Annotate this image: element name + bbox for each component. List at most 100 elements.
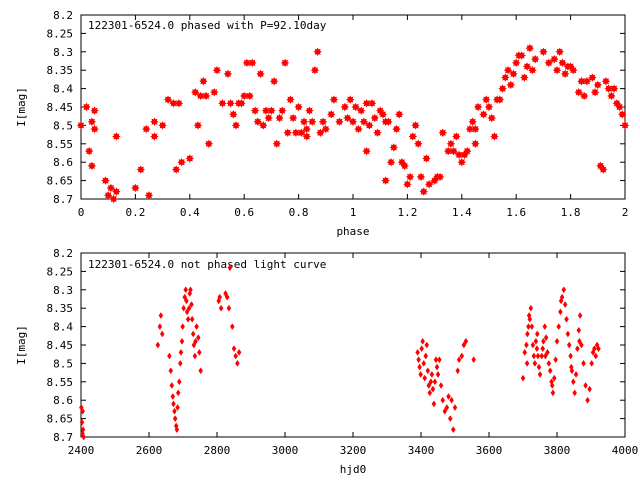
- data-point: [558, 297, 564, 305]
- data-point: [438, 382, 444, 389]
- data-point: [408, 132, 418, 141]
- data-point: [179, 337, 185, 345]
- x-tick-label: 1.2: [397, 206, 417, 219]
- data-point: [490, 132, 499, 141]
- data-point: [217, 293, 223, 301]
- data-point: [550, 54, 559, 64]
- data-point: [233, 352, 239, 360]
- data-point: [416, 172, 426, 182]
- data-point: [527, 315, 533, 323]
- x-tick-label: 3200: [340, 444, 367, 457]
- data-point: [144, 191, 154, 200]
- data-point: [615, 102, 624, 112]
- x-tick-label: 4000: [612, 444, 639, 457]
- data-point: [539, 352, 545, 360]
- data-point: [484, 102, 494, 112]
- data-point: [196, 91, 205, 101]
- data-point: [437, 356, 442, 364]
- data-point: [526, 323, 531, 331]
- data-point: [218, 304, 224, 312]
- data-point: [454, 150, 464, 160]
- data-point: [248, 58, 257, 68]
- x-tick-label: 2400: [68, 444, 95, 457]
- data-point: [231, 345, 237, 353]
- data-point: [609, 84, 619, 93]
- data-point: [566, 341, 572, 349]
- data-point: [411, 121, 420, 130]
- data-point: [197, 348, 202, 356]
- data-point: [294, 102, 303, 112]
- data-point: [150, 117, 159, 126]
- data-point: [522, 62, 532, 71]
- data-point: [194, 323, 199, 331]
- data-point: [189, 315, 195, 323]
- data-point: [532, 359, 538, 367]
- data-point: [577, 77, 586, 86]
- data-point: [392, 124, 401, 134]
- data-point: [438, 128, 447, 137]
- data-point: [288, 113, 298, 123]
- data-point: [428, 378, 434, 386]
- data-point: [587, 385, 592, 393]
- y-tick-label: 8.3: [53, 46, 73, 59]
- data-point: [456, 356, 462, 364]
- data-point: [321, 124, 331, 134]
- data-point: [335, 117, 344, 126]
- data-point: [359, 117, 369, 126]
- data-point: [256, 69, 265, 79]
- data-point: [414, 139, 423, 149]
- data-points: [76, 43, 630, 204]
- data-point: [571, 378, 576, 386]
- data-point: [568, 363, 574, 371]
- data-point: [175, 404, 180, 412]
- data-point: [540, 345, 546, 353]
- data-point: [531, 54, 540, 64]
- x-axis-title: hjd0: [340, 463, 367, 476]
- data-point: [416, 356, 421, 364]
- data-point: [90, 124, 99, 134]
- data-point: [193, 337, 198, 345]
- data-point: [210, 88, 219, 97]
- data-point: [157, 323, 163, 331]
- data-point: [90, 106, 99, 115]
- data-point: [430, 385, 436, 393]
- data-point: [190, 330, 196, 338]
- data-point: [553, 356, 558, 364]
- data-point: [192, 352, 198, 360]
- data-point: [524, 359, 530, 367]
- data-point: [528, 65, 537, 75]
- data-point: [442, 407, 448, 415]
- data-point: [378, 110, 388, 119]
- data-point: [517, 51, 526, 60]
- data-point: [185, 154, 195, 163]
- data-point: [193, 121, 203, 130]
- x-axis-title: phase: [336, 225, 369, 238]
- data-point: [269, 77, 279, 86]
- data-point: [313, 47, 322, 57]
- data-point: [87, 161, 97, 171]
- data-point: [158, 312, 164, 320]
- chart-panel-1: 0 0.2 0.4 0.6 0.8 1 1.2 1.4 1.6 1.8 2 8.2 8.25 8.3 8.3…: [15, 9, 630, 238]
- x-tick-label: 0: [78, 206, 85, 219]
- data-point: [381, 117, 390, 126]
- data-point: [231, 121, 241, 130]
- data-point: [620, 121, 630, 130]
- data-point: [577, 312, 583, 320]
- data-point: [245, 91, 254, 101]
- data-point: [520, 73, 529, 82]
- data-point: [177, 359, 183, 367]
- data-point: [386, 157, 396, 167]
- data-point: [356, 106, 366, 115]
- data-point: [534, 345, 540, 353]
- data-point: [199, 77, 208, 86]
- data-point: [579, 91, 589, 101]
- y-tick-label: 8.4: [53, 321, 73, 334]
- y-tick-label: 8.65: [47, 413, 74, 426]
- data-point: [511, 58, 521, 68]
- data-point: [76, 121, 86, 130]
- data-point: [297, 128, 306, 137]
- data-point: [440, 396, 446, 404]
- data-point: [558, 308, 563, 316]
- data-point: [183, 286, 189, 294]
- data-point: [581, 359, 586, 367]
